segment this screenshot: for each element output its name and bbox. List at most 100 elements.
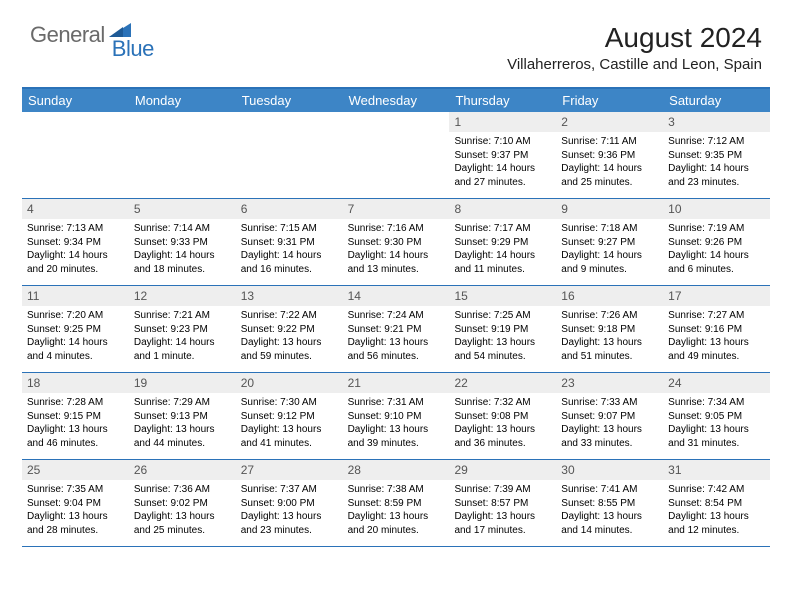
day-header-wednesday: Wednesday [343, 89, 450, 112]
sunrise-text: Sunrise: 7:16 AM [348, 222, 445, 236]
day-header-saturday: Saturday [663, 89, 770, 112]
sunset-text: Sunset: 9:15 PM [27, 410, 124, 424]
day-body: Sunrise: 7:12 AMSunset: 9:35 PMDaylight:… [663, 132, 770, 193]
daylight-text: Daylight: 13 hours and 46 minutes. [27, 423, 124, 450]
week-row: 4Sunrise: 7:13 AMSunset: 9:34 PMDaylight… [22, 199, 770, 286]
sunset-text: Sunset: 9:31 PM [241, 236, 338, 250]
day-number: 20 [236, 373, 343, 393]
sunrise-text: Sunrise: 7:27 AM [668, 309, 765, 323]
day-body: Sunrise: 7:13 AMSunset: 9:34 PMDaylight:… [22, 219, 129, 280]
day-body: Sunrise: 7:31 AMSunset: 9:10 PMDaylight:… [343, 393, 450, 454]
sunrise-text: Sunrise: 7:21 AM [134, 309, 231, 323]
day-number: 25 [22, 460, 129, 480]
day-header-sunday: Sunday [22, 89, 129, 112]
day-cell: 28Sunrise: 7:38 AMSunset: 8:59 PMDayligh… [343, 460, 450, 546]
day-body: Sunrise: 7:39 AMSunset: 8:57 PMDaylight:… [449, 480, 556, 541]
daylight-text: Daylight: 13 hours and 44 minutes. [134, 423, 231, 450]
sunrise-text: Sunrise: 7:25 AM [454, 309, 551, 323]
sunrise-text: Sunrise: 7:38 AM [348, 483, 445, 497]
sunrise-text: Sunrise: 7:35 AM [27, 483, 124, 497]
day-cell: 17Sunrise: 7:27 AMSunset: 9:16 PMDayligh… [663, 286, 770, 372]
day-cell: 11Sunrise: 7:20 AMSunset: 9:25 PMDayligh… [22, 286, 129, 372]
sunset-text: Sunset: 9:33 PM [134, 236, 231, 250]
day-body: Sunrise: 7:17 AMSunset: 9:29 PMDaylight:… [449, 219, 556, 280]
day-body: Sunrise: 7:27 AMSunset: 9:16 PMDaylight:… [663, 306, 770, 367]
day-body: Sunrise: 7:35 AMSunset: 9:04 PMDaylight:… [22, 480, 129, 541]
daylight-text: Daylight: 13 hours and 31 minutes. [668, 423, 765, 450]
day-cell: 19Sunrise: 7:29 AMSunset: 9:13 PMDayligh… [129, 373, 236, 459]
day-number: 5 [129, 199, 236, 219]
day-header-friday: Friday [556, 89, 663, 112]
logo-text-blue: Blue [112, 36, 154, 62]
daylight-text: Daylight: 13 hours and 12 minutes. [668, 510, 765, 537]
day-number: 17 [663, 286, 770, 306]
day-cell: 10Sunrise: 7:19 AMSunset: 9:26 PMDayligh… [663, 199, 770, 285]
empty-day-cell: . [343, 112, 450, 198]
sunrise-text: Sunrise: 7:11 AM [561, 135, 658, 149]
calendar-grid: SundayMondayTuesdayWednesdayThursdayFrid… [22, 87, 770, 547]
sunrise-text: Sunrise: 7:26 AM [561, 309, 658, 323]
day-number: 13 [236, 286, 343, 306]
empty-day-cell: . [22, 112, 129, 198]
day-number: 18 [22, 373, 129, 393]
day-cell: 26Sunrise: 7:36 AMSunset: 9:02 PMDayligh… [129, 460, 236, 546]
daylight-text: Daylight: 13 hours and 59 minutes. [241, 336, 338, 363]
day-cell: 27Sunrise: 7:37 AMSunset: 9:00 PMDayligh… [236, 460, 343, 546]
daylight-text: Daylight: 13 hours and 17 minutes. [454, 510, 551, 537]
week-row: 25Sunrise: 7:35 AMSunset: 9:04 PMDayligh… [22, 460, 770, 547]
sunrise-text: Sunrise: 7:14 AM [134, 222, 231, 236]
day-cell: 6Sunrise: 7:15 AMSunset: 9:31 PMDaylight… [236, 199, 343, 285]
sunset-text: Sunset: 9:30 PM [348, 236, 445, 250]
day-cell: 5 Sunrise: 7:14 AMSunset: 9:33 PMDaylight… [129, 199, 236, 285]
sunset-text: Sunset: 9:27 PM [561, 236, 658, 250]
day-number: 22 [449, 373, 556, 393]
day-cell: 4Sunrise: 7:13 AMSunset: 9:34 PMDaylight… [22, 199, 129, 285]
day-cell: 23Sunrise: 7:33 AMSunset: 9:07 PMDayligh… [556, 373, 663, 459]
daylight-text: Daylight: 14 hours and 18 minutes. [134, 249, 231, 276]
sunrise-text: Sunrise: 7:29 AM [134, 396, 231, 410]
sunrise-text: Sunrise: 7:39 AM [454, 483, 551, 497]
week-row: ....1Sunrise: 7:10 AMSunset: 9:37 PMDayl… [22, 112, 770, 199]
day-body: Sunrise: 7:37 AMSunset: 9:00 PMDaylight:… [236, 480, 343, 541]
day-number: 2 [556, 112, 663, 132]
day-number: 29 [449, 460, 556, 480]
sunrise-text: Sunrise: 7:12 AM [668, 135, 765, 149]
sunrise-text: Sunrise: 7:19 AM [668, 222, 765, 236]
day-number: 6 [236, 199, 343, 219]
sunset-text: Sunset: 8:54 PM [668, 497, 765, 511]
sunset-text: Sunset: 9:08 PM [454, 410, 551, 424]
daylight-text: Daylight: 14 hours and 13 minutes. [348, 249, 445, 276]
page-header: General Blue August 2024 Villaherreros, … [0, 0, 792, 79]
day-body: Sunrise: 7:42 AMSunset: 8:54 PMDaylight:… [663, 480, 770, 541]
day-cell: 15Sunrise: 7:25 AMSunset: 9:19 PMDayligh… [449, 286, 556, 372]
day-cell: 16Sunrise: 7:26 AMSunset: 9:18 PMDayligh… [556, 286, 663, 372]
day-number: 31 [663, 460, 770, 480]
sunset-text: Sunset: 9:25 PM [27, 323, 124, 337]
day-cell: 30Sunrise: 7:41 AMSunset: 8:55 PMDayligh… [556, 460, 663, 546]
sunrise-text: Sunrise: 7:22 AM [241, 309, 338, 323]
daylight-text: Daylight: 14 hours and 20 minutes. [27, 249, 124, 276]
day-body: Sunrise: 7:30 AMSunset: 9:12 PMDaylight:… [236, 393, 343, 454]
day-number: 10 [663, 199, 770, 219]
day-cell: 2Sunrise: 7:11 AMSunset: 9:36 PMDaylight… [556, 112, 663, 198]
daylight-text: Daylight: 14 hours and 11 minutes. [454, 249, 551, 276]
day-body: Sunrise: 7:25 AMSunset: 9:19 PMDaylight:… [449, 306, 556, 367]
day-body: Sunrise: 7:41 AMSunset: 8:55 PMDaylight:… [556, 480, 663, 541]
day-body: Sunrise: 7:16 AMSunset: 9:30 PMDaylight:… [343, 219, 450, 280]
day-number: 27 [236, 460, 343, 480]
day-cell: 18Sunrise: 7:28 AMSunset: 9:15 PMDayligh… [22, 373, 129, 459]
sunset-text: Sunset: 9:18 PM [561, 323, 658, 337]
day-body: Sunrise: 7:20 AMSunset: 9:25 PMDaylight:… [22, 306, 129, 367]
sunrise-text: Sunrise: 7:42 AM [668, 483, 765, 497]
sunrise-text: Sunrise: 7:37 AM [241, 483, 338, 497]
day-body: Sunrise: 7:10 AMSunset: 9:37 PMDaylight:… [449, 132, 556, 193]
sunset-text: Sunset: 9:23 PM [134, 323, 231, 337]
day-number: 16 [556, 286, 663, 306]
daylight-text: Daylight: 13 hours and 23 minutes. [241, 510, 338, 537]
month-title: August 2024 [507, 22, 762, 54]
day-number: 4 [22, 199, 129, 219]
day-body: Sunrise: 7:29 AMSunset: 9:13 PMDaylight:… [129, 393, 236, 454]
day-cell: 3Sunrise: 7:12 AMSunset: 9:35 PMDaylight… [663, 112, 770, 198]
day-number: 26 [129, 460, 236, 480]
daylight-text: Daylight: 13 hours and 20 minutes. [348, 510, 445, 537]
